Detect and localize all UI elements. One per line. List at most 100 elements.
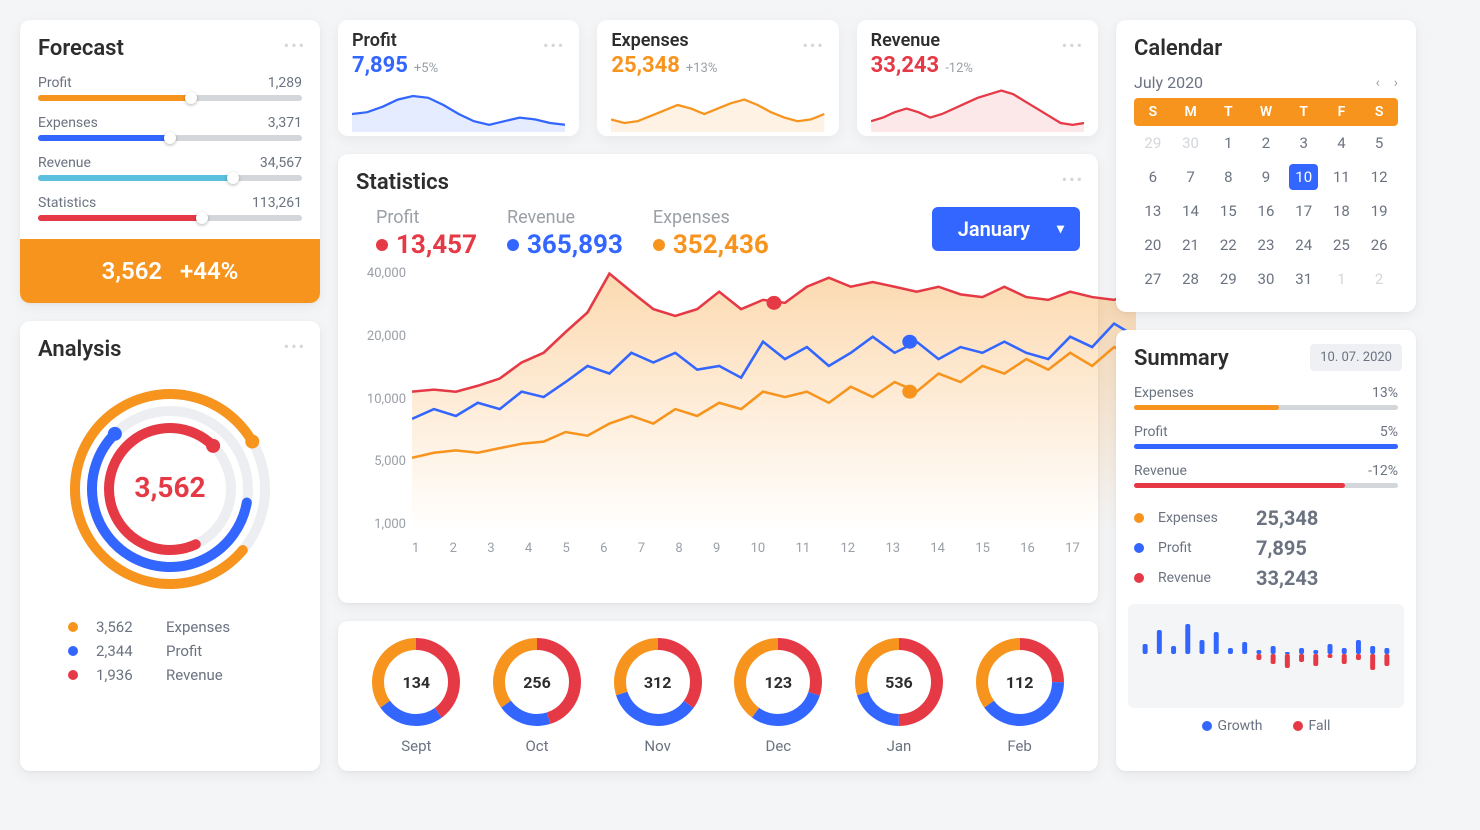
donuts-card: 134 Sept 256 Oct 312 Nov: [338, 621, 1098, 771]
calendar-cell[interactable]: 26: [1360, 228, 1398, 262]
analysis-card: ••• Analysis 3,562 3,562 Expenses 2,344 …: [20, 321, 320, 771]
analysis-legend-label: Revenue: [166, 666, 302, 684]
donut-label: Sept: [371, 737, 461, 755]
forecast-row-label: Expenses: [38, 115, 98, 131]
kpi-title: Profit: [352, 30, 565, 51]
summary-card: Summary 10. 07. 2020 Expenses 13% Profit…: [1116, 330, 1416, 771]
summary-legend-name: Expenses: [1158, 510, 1248, 526]
summary-legend-name: Profit: [1158, 540, 1248, 556]
calendar-cell[interactable]: 2: [1247, 126, 1285, 160]
stats-legend-label: Profit: [376, 207, 477, 228]
calendar-cell[interactable]: 17: [1285, 194, 1323, 228]
stats-ytick: 1,000: [356, 517, 406, 532]
calendar-cell[interactable]: 30: [1172, 126, 1210, 160]
more-icon[interactable]: •••: [1062, 36, 1084, 55]
calendar-cell[interactable]: 15: [1209, 194, 1247, 228]
calendar-cell[interactable]: 22: [1209, 228, 1247, 262]
forecast-row-label: Statistics: [38, 195, 96, 211]
calendar-cell[interactable]: 3: [1285, 126, 1323, 160]
more-icon[interactable]: •••: [543, 36, 565, 55]
forecast-summary-change: +44%: [180, 257, 238, 285]
stats-xtick: 4: [525, 541, 532, 556]
calendar-cell[interactable]: 20: [1134, 228, 1172, 262]
calendar-cell[interactable]: 23: [1247, 228, 1285, 262]
forecast-bar-knob[interactable]: [164, 132, 176, 144]
analysis-legend-value: 2,344: [96, 642, 156, 660]
calendar-cell[interactable]: 11: [1323, 160, 1361, 194]
forecast-bar-track: [38, 175, 302, 181]
stats-ytick: 5,000: [356, 454, 406, 469]
more-icon[interactable]: •••: [1062, 170, 1084, 189]
summary-spark-bar-down: [1271, 654, 1276, 664]
calendar-cell[interactable]: 1: [1209, 126, 1247, 160]
analysis-legend-row: 2,344 Profit: [68, 642, 302, 660]
forecast-bar-fill: [38, 95, 191, 101]
calendar-cell[interactable]: 16: [1247, 194, 1285, 228]
calendar-cell[interactable]: 9: [1247, 160, 1285, 194]
calendar-cell[interactable]: 10: [1285, 160, 1323, 194]
calendar-cell[interactable]: 24: [1285, 228, 1323, 262]
calendar-dow-cell: T: [1209, 98, 1247, 126]
summary-spark-bar-up: [1228, 648, 1233, 654]
calendar-cell[interactable]: 18: [1323, 194, 1361, 228]
calendar-cell[interactable]: 8: [1209, 160, 1247, 194]
month-select[interactable]: January: [932, 207, 1080, 251]
stats-xtick: 3: [487, 541, 494, 556]
stats-legend-item: Revenue 365,893: [507, 207, 623, 260]
calendar-card: Calendar July 2020 ‹ › SMTWTFS 293012345…: [1116, 20, 1416, 312]
more-icon[interactable]: •••: [802, 36, 824, 55]
calendar-cell[interactable]: 14: [1172, 194, 1210, 228]
calendar-cell[interactable]: 4: [1323, 126, 1361, 160]
calendar-cell[interactable]: 6: [1134, 160, 1172, 194]
statistics-title: Statistics: [356, 170, 1080, 195]
forecast-bar-knob[interactable]: [185, 92, 197, 104]
calendar-cell[interactable]: 7: [1172, 160, 1210, 194]
summary-spark-bar-up: [1328, 644, 1333, 654]
calendar-cell[interactable]: 30: [1247, 262, 1285, 296]
calendar-cell[interactable]: 5: [1360, 126, 1398, 160]
legend-dot: [68, 646, 78, 656]
calendar-cell[interactable]: 12: [1360, 160, 1398, 194]
calendar-cell[interactable]: 2: [1360, 262, 1398, 296]
calendar-cell[interactable]: 19: [1360, 194, 1398, 228]
legend-dot: [68, 622, 78, 632]
stats-xtick: 11: [796, 541, 811, 556]
summary-foot-legend-item: Growth: [1202, 718, 1263, 734]
calendar-cell[interactable]: 28: [1172, 262, 1210, 296]
kpi-value: 25,348: [611, 53, 680, 78]
calendar-cell[interactable]: 29: [1134, 126, 1172, 160]
forecast-card: ••• Forecast Profit 1,289 Expenses 3,371: [20, 20, 320, 303]
stats-legend-value: 13,457: [396, 230, 477, 260]
stats-legend-item: Expenses 352,436: [653, 207, 769, 260]
calendar-cell[interactable]: 13: [1134, 194, 1172, 228]
calendar-cell[interactable]: 21: [1172, 228, 1210, 262]
donut-value: 312: [613, 637, 703, 727]
summary-spark-bar-up: [1157, 630, 1162, 654]
calendar-cell[interactable]: 29: [1209, 262, 1247, 296]
calendar-cell[interactable]: 31: [1285, 262, 1323, 296]
summary-legend-value: 7,895: [1256, 536, 1398, 560]
calendar-cell[interactable]: 25: [1323, 228, 1361, 262]
calendar-dow-cell: S: [1134, 98, 1172, 126]
kpi-change: +13%: [686, 61, 718, 76]
calendar-cell[interactable]: 27: [1134, 262, 1172, 296]
stats-marker-expenses: [902, 385, 917, 399]
calendar-cell[interactable]: 1: [1323, 262, 1361, 296]
donut-label: Dec: [733, 737, 823, 755]
legend-dot: [507, 239, 519, 251]
calendar-next-icon[interactable]: ›: [1394, 75, 1398, 91]
summary-date: 10. 07. 2020: [1310, 344, 1402, 371]
forecast-bar-knob[interactable]: [227, 172, 239, 184]
forecast-bar-knob[interactable]: [196, 212, 208, 224]
more-icon[interactable]: •••: [284, 36, 306, 55]
summary-spark-bar-down: [1256, 654, 1261, 660]
summary-spark-bar-down: [1384, 654, 1389, 666]
stats-area: [412, 274, 1136, 532]
calendar-prev-icon[interactable]: ‹: [1376, 75, 1380, 91]
kpi-change: -12%: [945, 61, 973, 76]
stats-xtick: 16: [1020, 541, 1035, 556]
donut-item: 123 Dec: [733, 637, 823, 755]
summary-spark-bar-down: [1356, 654, 1361, 660]
calendar-month: July 2020: [1134, 73, 1203, 92]
more-icon[interactable]: •••: [284, 337, 306, 356]
